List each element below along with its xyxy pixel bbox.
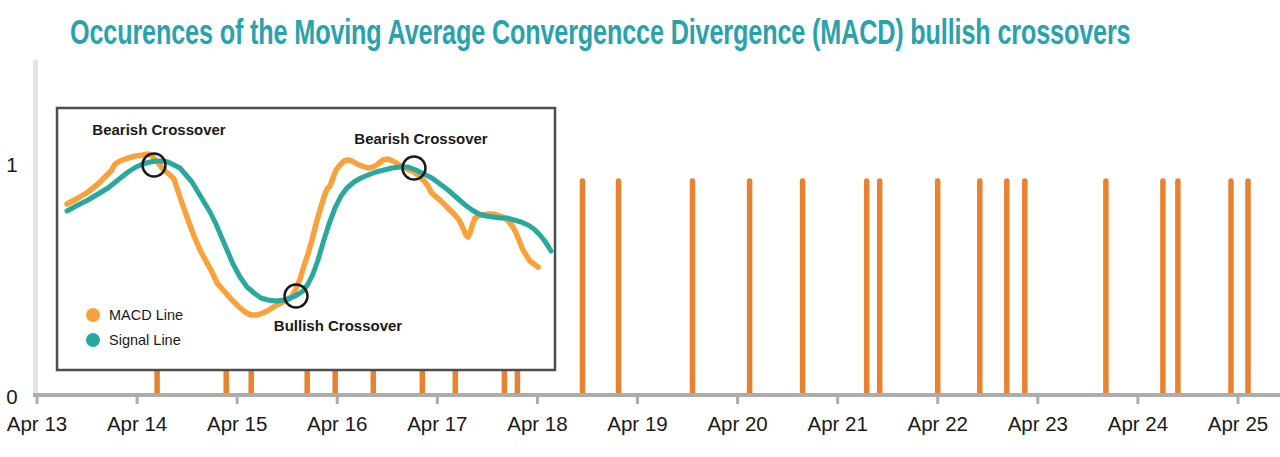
x-tick-label: Apr 13 (7, 412, 67, 436)
crossover-annotation: Bearish Crossover (92, 121, 225, 138)
y-tick-label-0: 0 (0, 386, 25, 407)
x-tick-label: Apr 24 (1108, 412, 1168, 436)
macd-legend-dot-icon (86, 308, 100, 322)
x-tick-label: Apr 21 (807, 412, 867, 436)
x-tick-label: Apr 19 (607, 412, 667, 436)
signal-legend-dot-icon (86, 333, 100, 347)
x-tick-label: Apr 16 (307, 412, 367, 436)
signal-legend-label: Signal Line (109, 331, 181, 349)
chart-canvas (0, 0, 1280, 457)
crossover-annotation: Bullish Crossover (274, 317, 402, 334)
x-tick-label: Apr 15 (207, 412, 267, 436)
crossover-annotation: Bearish Crossover (354, 130, 487, 147)
legend-item-signal: Signal Line (86, 331, 181, 349)
x-tick-label: Apr 22 (908, 412, 968, 436)
x-tick-label: Apr 17 (407, 412, 467, 436)
x-tick-label: Apr 20 (707, 412, 767, 436)
legend-item-macd: MACD Line (86, 306, 183, 324)
macd-crossover-chart: Occurences of the Moving Average Converg… (0, 0, 1280, 457)
x-tick-label: Apr 23 (1008, 412, 1068, 436)
x-tick-label: Apr 18 (507, 412, 567, 436)
y-tick-label-1: 1 (0, 154, 25, 175)
x-tick-label: Apr 14 (107, 412, 167, 436)
macd-legend-label: MACD Line (109, 306, 183, 324)
x-tick-label: Apr 25 (1208, 412, 1268, 436)
